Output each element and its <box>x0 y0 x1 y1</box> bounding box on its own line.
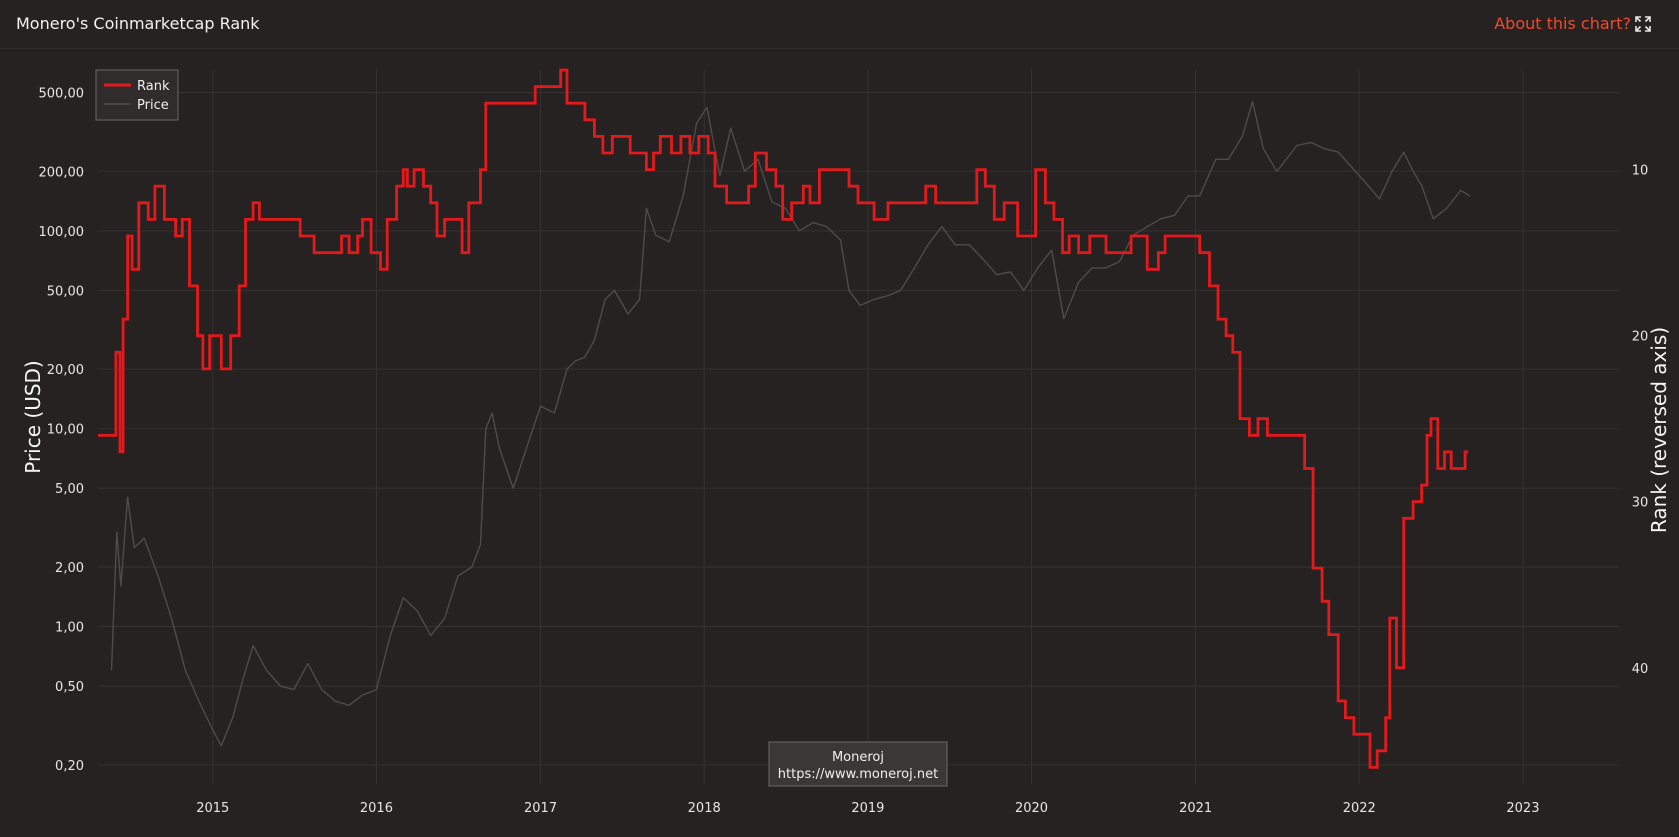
left-tick-label: 5,00 <box>55 482 84 497</box>
x-tick-label: 2016 <box>360 801 393 816</box>
right-tick-label: 40 <box>1632 662 1649 677</box>
chart-title: Monero's Coinmarketcap Rank <box>16 14 260 33</box>
watermark-line2: https://www.moneroj.net <box>778 767 938 782</box>
left-axis-ticks: 500,00 200,00 100,00 50,00 20,00 10,00 5,00 2,0… <box>39 87 85 774</box>
x-tick-label: 2023 <box>1506 801 1539 816</box>
x-tick-label: 2022 <box>1343 801 1376 816</box>
expand-icon[interactable] <box>1635 16 1651 32</box>
x-tick-label: 2020 <box>1015 801 1048 816</box>
chart-header: Monero's Coinmarketcap Rank About this c… <box>0 0 1679 49</box>
legend-rank-label: Rank <box>137 79 170 94</box>
right-axis-title: Rank (reversed axis) <box>1647 327 1671 533</box>
rank-series-layer <box>98 68 1469 769</box>
rank-series-line <box>98 68 1469 769</box>
left-tick-label: 2,00 <box>55 561 84 576</box>
x-tick-label: 2015 <box>196 801 229 816</box>
right-tick-label: 20 <box>1632 330 1649 345</box>
left-tick-label: 500,00 <box>39 87 85 102</box>
legend-price-label: Price <box>137 98 169 113</box>
left-axis-title: Price (USD) <box>21 360 45 474</box>
left-tick-label: 0,50 <box>55 680 84 695</box>
x-axis-ticks: 2015 2016 2017 2018 2019 2020 2021 2022 2023 <box>196 801 1539 816</box>
x-tick-label: 2021 <box>1179 801 1212 816</box>
watermark: Moneroj https://www.moneroj.net <box>768 741 948 787</box>
right-tick-label: 30 <box>1632 496 1649 511</box>
price-series-line <box>110 100 1471 747</box>
price-series-layer <box>110 100 1471 747</box>
left-tick-label: 0,20 <box>55 759 84 774</box>
left-tick-label: 100,00 <box>39 225 85 240</box>
right-tick-label: 10 <box>1632 164 1649 179</box>
x-tick-label: 2018 <box>688 801 721 816</box>
watermark-line1: Moneroj <box>832 750 884 765</box>
left-tick-label: 1,00 <box>55 621 84 636</box>
x-tick-label: 2017 <box>524 801 557 816</box>
left-tick-label: 50,00 <box>47 284 84 299</box>
right-axis-ticks: 10 20 30 40 <box>1632 164 1649 677</box>
left-tick-label: 200,00 <box>39 165 85 180</box>
legend[interactable]: Rank Price <box>95 69 179 121</box>
left-tick-label: 20,00 <box>47 363 84 378</box>
left-tick-label: 10,00 <box>47 423 84 438</box>
x-tick-label: 2019 <box>851 801 884 816</box>
about-chart-link[interactable]: About this chart? <box>1494 14 1631 33</box>
